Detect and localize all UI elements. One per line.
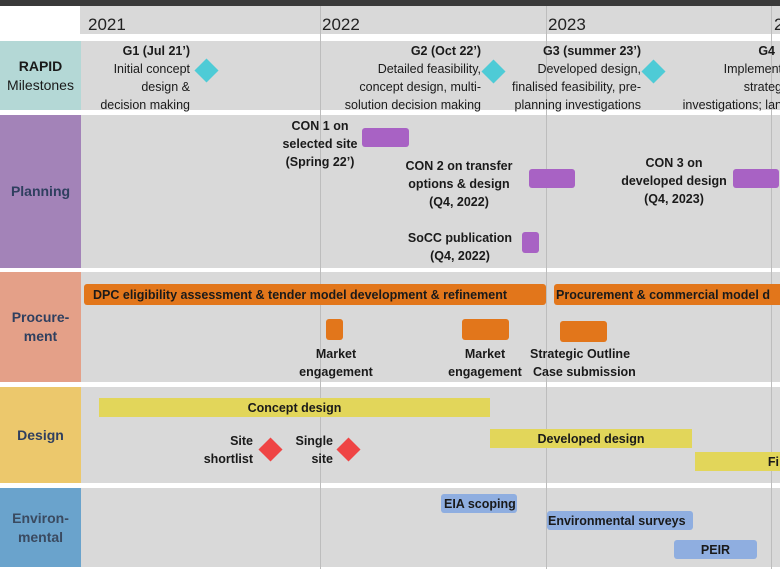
con3-line: developed design xyxy=(621,174,727,188)
env-bar-surveys-label: Environmental surveys xyxy=(548,513,686,528)
gate-g2-line: concept design, multi- xyxy=(359,80,481,94)
env-bar-peir-label: PEIR xyxy=(700,542,731,557)
single-site-line: Single xyxy=(295,434,333,448)
me1-line: Market xyxy=(315,347,357,361)
procurement-market-engagement-2-bar xyxy=(462,319,509,340)
procurement-soc-bar xyxy=(560,321,607,342)
planning-socc-bar xyxy=(522,232,539,253)
top-border xyxy=(0,0,780,6)
gate-g2-title: G2 (Oct 22’) xyxy=(410,44,481,58)
procurement-bar-commercial: Procurement & commercial model d xyxy=(554,284,780,305)
planning-con3-bar xyxy=(733,169,779,188)
procurement-bar-dpc: DPC eligibility assessment & tender mode… xyxy=(84,284,546,305)
con2-line: CON 2 on transfer xyxy=(405,159,513,173)
planning-con1-bar xyxy=(362,128,409,147)
row-label-environmental: Environ- mental xyxy=(0,488,81,567)
milestones-label-line1: RAPID xyxy=(18,57,63,74)
design-bar-developed: Developed design xyxy=(490,429,692,448)
con1-line: selected site xyxy=(282,137,358,151)
row-planning xyxy=(81,115,780,268)
gate-g3-line: planning investigations xyxy=(514,98,641,112)
con2-line: (Q4, 2022) xyxy=(429,195,489,209)
gate-g3-line: finalised feasibility, pre- xyxy=(512,80,641,94)
gate-g4-line: Implement xyxy=(723,62,780,76)
con3-line: CON 3 on xyxy=(645,156,703,170)
planning-con2-label: CON 2 on transfer options & design (Q4, … xyxy=(398,157,520,211)
procurement-bar-commercial-label: Procurement & commercial model d xyxy=(556,287,770,302)
design-bar-final-label: Fi xyxy=(767,454,779,469)
design-label: Design xyxy=(17,426,64,443)
planning-con2-bar xyxy=(529,169,575,188)
milestones-label-line2: Milestones xyxy=(7,76,74,93)
row-label-planning: Planning xyxy=(0,115,81,268)
con1-line: (Spring 22’) xyxy=(285,155,355,169)
env-bar-peir: PEIR xyxy=(674,540,757,559)
gate-g4-line: strateg xyxy=(743,80,780,94)
procurement-market-engagement-1-bar xyxy=(326,319,343,340)
procurement-label-line2: ment xyxy=(23,328,58,344)
row-label-design: Design xyxy=(0,387,81,483)
row-label-procurement: Procure- ment xyxy=(0,272,81,382)
row-label-milestones: RAPID Milestones xyxy=(0,41,81,110)
design-bar-developed-label: Developed design xyxy=(537,431,645,446)
con3-line: (Q4, 2023) xyxy=(644,192,704,206)
env-bar-eia-scoping-label: EIA scoping xyxy=(444,496,516,511)
planning-label: Planning xyxy=(10,183,71,199)
environmental-label-line1: Environ- xyxy=(12,509,69,526)
site-shortlist-line: shortlist xyxy=(203,452,253,466)
gate-g1-line: decision making xyxy=(100,98,190,112)
design-bar-concept: Concept design xyxy=(99,398,490,417)
gate-g3-title: G3 (summer 23’) xyxy=(543,44,641,58)
gate-g4-title: G4 xyxy=(758,44,775,58)
planning-con3-label: CON 3 on developed design (Q4, 2023) xyxy=(612,154,736,208)
design-bar-final: Fi xyxy=(695,452,780,471)
gridline-2023 xyxy=(546,6,547,569)
design-site-shortlist-label: Site shortlist xyxy=(204,432,253,468)
socc-line: (Q4, 2022) xyxy=(430,249,490,263)
gate-g3-line: Developed design, xyxy=(537,62,641,76)
gate-g3: G3 (summer 23’) Developed design, finali… xyxy=(512,42,641,114)
env-bar-surveys: Environmental surveys xyxy=(547,511,693,530)
gate-g1: G1 (Jul 21’) Initial concept design & de… xyxy=(100,42,190,114)
site-shortlist-line: Site xyxy=(230,434,253,448)
procurement-soc-label: Strategic Outline Case submission xyxy=(530,345,636,381)
gate-g1-line: design & xyxy=(141,80,190,94)
gate-g4: G4 Implement strateg investigations; lan xyxy=(683,42,780,114)
gate-g2-line: Detailed feasibility, xyxy=(377,62,481,76)
me2-line: Market xyxy=(464,347,506,361)
environmental-label-line2: mental xyxy=(17,528,64,545)
procurement-bar-dpc-label: DPC eligibility assessment & tender mode… xyxy=(93,287,507,302)
gate-g2: G2 (Oct 22’) Detailed feasibility, conce… xyxy=(345,42,481,114)
gate-g4-line: investigations; lan xyxy=(682,98,780,112)
year-header: 2021 2022 2023 2 xyxy=(80,6,780,34)
planning-socc-label: SoCC publication (Q4, 2022) xyxy=(400,229,520,265)
con2-line: options & design xyxy=(408,177,510,191)
socc-line: SoCC publication xyxy=(407,231,513,245)
year-2024: 2 xyxy=(774,15,780,34)
gate-g1-title: G1 (Jul 21’) xyxy=(122,44,190,58)
year-2021: 2021 xyxy=(88,15,126,34)
procurement-market-engagement-2-label: Market engagement xyxy=(440,345,530,381)
me1-line: engagement xyxy=(299,365,373,379)
design-single-site-label: Single site xyxy=(295,432,333,468)
planning-con1-label: CON 1 on selected site (Spring 22’) xyxy=(270,117,370,171)
con1-line: CON 1 on xyxy=(291,119,349,133)
procurement-market-engagement-1-label: Market engagement xyxy=(286,345,386,381)
soc-line: Strategic Outline xyxy=(530,347,631,361)
soc-line: Case submission xyxy=(533,365,636,379)
procurement-label-line1: Procure- xyxy=(11,309,70,325)
single-site-line: site xyxy=(311,452,333,466)
year-2022: 2022 xyxy=(322,15,360,34)
gate-g1-line: Initial concept xyxy=(113,62,190,76)
year-2023: 2023 xyxy=(548,15,586,34)
design-bar-concept-label: Concept design xyxy=(247,400,342,415)
env-bar-eia-scoping: EIA scoping xyxy=(441,494,517,513)
gate-g2-line: solution decision making xyxy=(344,98,481,112)
row-milestones xyxy=(81,41,780,110)
me2-line: engagement xyxy=(448,365,522,379)
